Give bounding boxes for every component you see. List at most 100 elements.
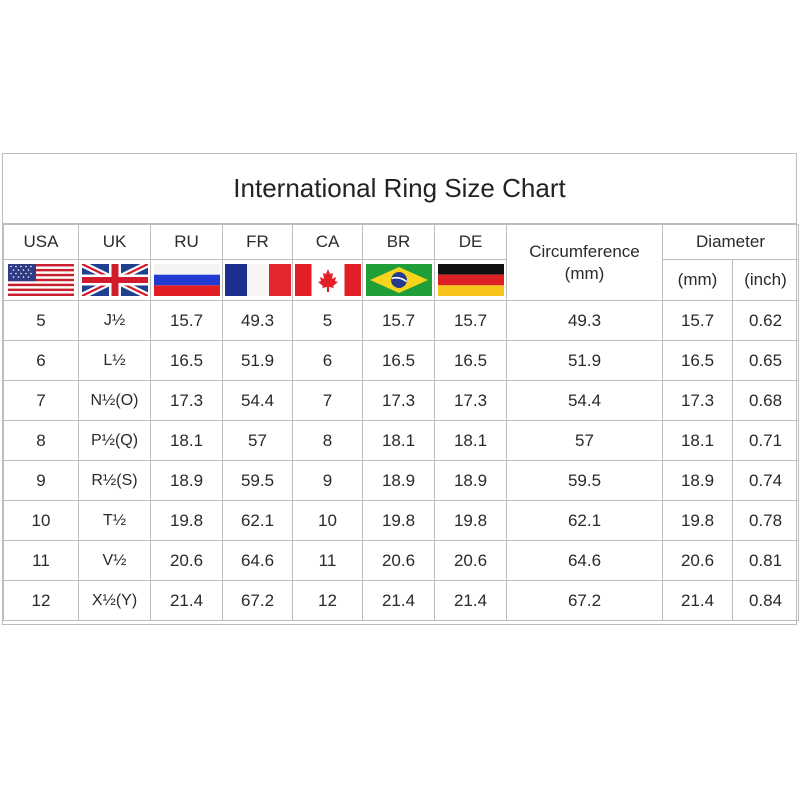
germany-flag-cell xyxy=(434,259,507,301)
header-diameter-inch: (inch) xyxy=(732,259,799,301)
header-de: DE xyxy=(434,224,507,260)
diameter-inch-value: 0.62 xyxy=(732,300,799,341)
br-size: 20.6 xyxy=(362,540,435,581)
diameter-mm-value: 16.5 xyxy=(662,340,733,381)
circumference-unit: (mm) xyxy=(564,263,605,283)
br-size: 16.5 xyxy=(362,340,435,381)
ca-size: 5 xyxy=(292,300,363,341)
table-row: 11 V½ 20.6 64.6 11 20.6 20.6 64.6 20.6 0.81 xyxy=(3,540,799,581)
circumference-value: 57 xyxy=(506,420,663,461)
ca-size: 12 xyxy=(292,580,363,621)
uk-flag-cell xyxy=(78,259,151,301)
russia-flag-icon xyxy=(153,264,220,296)
table-row: 7 N½(O) 17.3 54.4 7 17.3 17.3 54.4 17.3 0.68 xyxy=(3,380,799,421)
ru-size: 20.6 xyxy=(150,540,223,581)
br-size: 18.9 xyxy=(362,460,435,501)
diameter-mm-value: 21.4 xyxy=(662,580,733,621)
diameter-inch-value: 0.78 xyxy=(732,500,799,541)
ring-size-table: USA UK RU FR CA BR DE Circumference (mm)… xyxy=(3,224,799,621)
header-fr: FR xyxy=(222,224,293,260)
de-size: 15.7 xyxy=(434,300,507,341)
diameter-mm-value: 19.8 xyxy=(662,500,733,541)
fr-size: 57 xyxy=(222,420,293,461)
uk-size: P½(Q) xyxy=(78,420,151,461)
de-size: 16.5 xyxy=(434,340,507,381)
ca-size: 7 xyxy=(292,380,363,421)
chart-title: International Ring Size Chart xyxy=(3,154,796,224)
usa-flag-cell xyxy=(3,259,79,301)
circumference-value: 67.2 xyxy=(506,580,663,621)
ca-size: 6 xyxy=(292,340,363,381)
diameter-inch-value: 0.74 xyxy=(732,460,799,501)
header-br: BR xyxy=(362,224,435,260)
header-ru: RU xyxy=(150,224,223,260)
fr-size: 64.6 xyxy=(222,540,293,581)
br-size: 21.4 xyxy=(362,580,435,621)
br-size: 15.7 xyxy=(362,300,435,341)
usa-size: 7 xyxy=(3,380,79,421)
diameter-mm-value: 20.6 xyxy=(662,540,733,581)
germany-flag-icon xyxy=(437,264,504,296)
uk-flag-icon xyxy=(81,264,148,296)
circumference-value: 51.9 xyxy=(506,340,663,381)
usa-size: 5 xyxy=(3,300,79,341)
usa-flag-icon xyxy=(8,264,74,296)
ru-size: 19.8 xyxy=(150,500,223,541)
circumference-value: 59.5 xyxy=(506,460,663,501)
diameter-mm-value: 15.7 xyxy=(662,300,733,341)
russia-flag-cell xyxy=(150,259,223,301)
table-row: 6 L½ 16.5 51.9 6 16.5 16.5 51.9 16.5 0.65 xyxy=(3,340,799,381)
uk-size: N½(O) xyxy=(78,380,151,421)
header-diameter-mm: (mm) xyxy=(662,259,733,301)
header-usa: USA xyxy=(3,224,79,260)
usa-size: 6 xyxy=(3,340,79,381)
table-row: 9 R½(S) 18.9 59.5 9 18.9 18.9 59.5 18.9 0.74 xyxy=(3,460,799,501)
fr-size: 49.3 xyxy=(222,300,293,341)
france-flag-icon xyxy=(224,264,291,296)
de-size: 17.3 xyxy=(434,380,507,421)
br-size: 19.8 xyxy=(362,500,435,541)
diameter-inch-value: 0.81 xyxy=(732,540,799,581)
ru-size: 16.5 xyxy=(150,340,223,381)
diameter-inch-value: 0.71 xyxy=(732,420,799,461)
ring-size-chart: International Ring Size Chart USA UK RU … xyxy=(2,153,799,625)
diameter-inch-value: 0.65 xyxy=(732,340,799,381)
ca-size: 10 xyxy=(292,500,363,541)
table-row: 10 T½ 19.8 62.1 10 19.8 19.8 62.1 19.8 0.78 xyxy=(3,500,799,541)
fr-size: 51.9 xyxy=(222,340,293,381)
header-ca: CA xyxy=(292,224,363,260)
de-size: 18.1 xyxy=(434,420,507,461)
de-size: 18.9 xyxy=(434,460,507,501)
table-row: 12 X½(Y) 21.4 67.2 12 21.4 21.4 67.2 21.4 0.84 xyxy=(3,580,799,621)
canada-flag-icon xyxy=(294,264,361,296)
header-diameter: Diameter xyxy=(662,224,799,260)
usa-size: 9 xyxy=(3,460,79,501)
circumference-value: 49.3 xyxy=(506,300,663,341)
uk-size: T½ xyxy=(78,500,151,541)
fr-size: 62.1 xyxy=(222,500,293,541)
de-size: 20.6 xyxy=(434,540,507,581)
uk-size: J½ xyxy=(78,300,151,341)
usa-size: 12 xyxy=(3,580,79,621)
uk-size: V½ xyxy=(78,540,151,581)
fr-size: 59.5 xyxy=(222,460,293,501)
fr-size: 67.2 xyxy=(222,580,293,621)
ca-size: 9 xyxy=(292,460,363,501)
size-rows: 5 J½ 15.7 49.3 5 15.7 15.7 49.3 15.7 0.62 6 L½ 16.5 5… xyxy=(3,300,799,621)
circumference-value: 54.4 xyxy=(506,380,663,421)
ca-size: 11 xyxy=(292,540,363,581)
ru-size: 21.4 xyxy=(150,580,223,621)
br-size: 17.3 xyxy=(362,380,435,421)
france-flag-cell xyxy=(222,259,293,301)
usa-size: 8 xyxy=(3,420,79,461)
table-row: 5 J½ 15.7 49.3 5 15.7 15.7 49.3 15.7 0.62 xyxy=(3,300,799,341)
uk-size: L½ xyxy=(78,340,151,381)
uk-size: R½(S) xyxy=(78,460,151,501)
diameter-mm-value: 18.9 xyxy=(662,460,733,501)
diameter-inch-value: 0.68 xyxy=(732,380,799,421)
de-size: 19.8 xyxy=(434,500,507,541)
brazil-flag-cell xyxy=(362,259,435,301)
circumference-value: 62.1 xyxy=(506,500,663,541)
circumference-value: 64.6 xyxy=(506,540,663,581)
ru-size: 15.7 xyxy=(150,300,223,341)
